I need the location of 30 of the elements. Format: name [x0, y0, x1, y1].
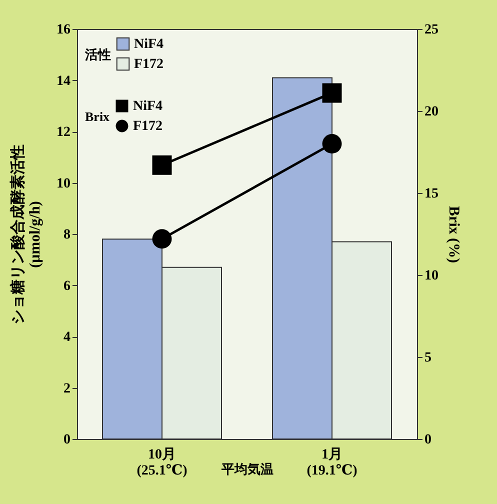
annotation: 活性 — [84, 47, 111, 62]
y-tick-label: 4 — [64, 330, 70, 345]
point — [322, 83, 342, 103]
point — [152, 155, 172, 175]
y-tick-label: 14 — [56, 74, 70, 89]
y2-tick-label: 15 — [424, 186, 438, 202]
y-tick-label: 12 — [56, 125, 70, 140]
y-tick-label: 0 — [64, 432, 70, 448]
y-tick-label: 16 — [56, 22, 70, 38]
legend-label: NiF4 — [133, 99, 163, 114]
y-tick-label: 2 — [64, 381, 70, 396]
point — [322, 134, 342, 154]
legend-label: NiF4 — [134, 37, 164, 52]
y-tick-label: 10 — [56, 176, 70, 192]
y2-tick-label: 10 — [424, 268, 438, 284]
x-tick-label: 1月 (19.1℃) — [306, 448, 358, 478]
legend-label: F172 — [134, 57, 164, 72]
y-tick-label: 6 — [64, 278, 70, 294]
y2-tick-label: 5 — [424, 350, 432, 366]
y-tick-label: 8 — [64, 228, 70, 242]
annotation: Brix — [85, 109, 110, 124]
y-axis-title: ショ糖リン酸合成酵素活性 (μmol/g/h) — [10, 144, 44, 324]
y2-tick-label: 25 — [424, 22, 438, 38]
x-axis-title: 平均気温 — [220, 462, 274, 476]
point — [152, 229, 172, 249]
x-tick-label: 10月 (25.1℃) — [136, 448, 188, 478]
y2-tick-label: 20 — [424, 104, 438, 120]
legend-label: F172 — [133, 119, 163, 134]
y2-axis-title: Brix (%) — [446, 206, 462, 264]
y2-tick-label: 0 — [424, 432, 432, 448]
